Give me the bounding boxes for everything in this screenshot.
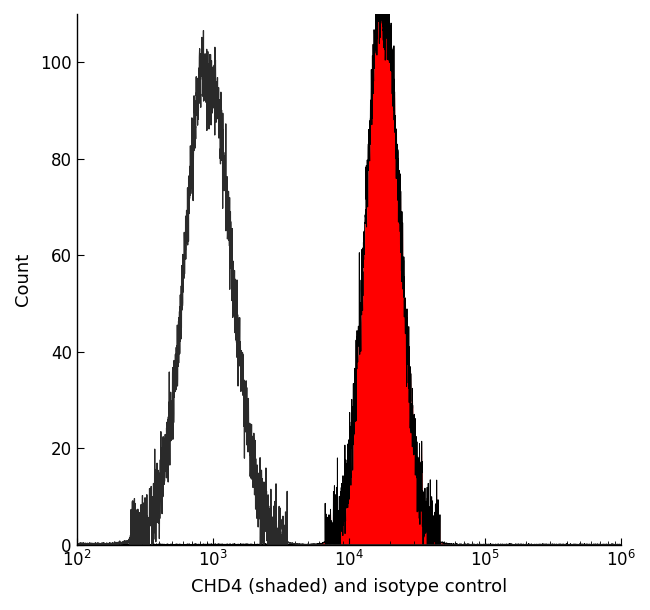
Y-axis label: Count: Count bbox=[14, 253, 32, 306]
X-axis label: CHD4 (shaded) and isotype control: CHD4 (shaded) and isotype control bbox=[191, 578, 507, 596]
